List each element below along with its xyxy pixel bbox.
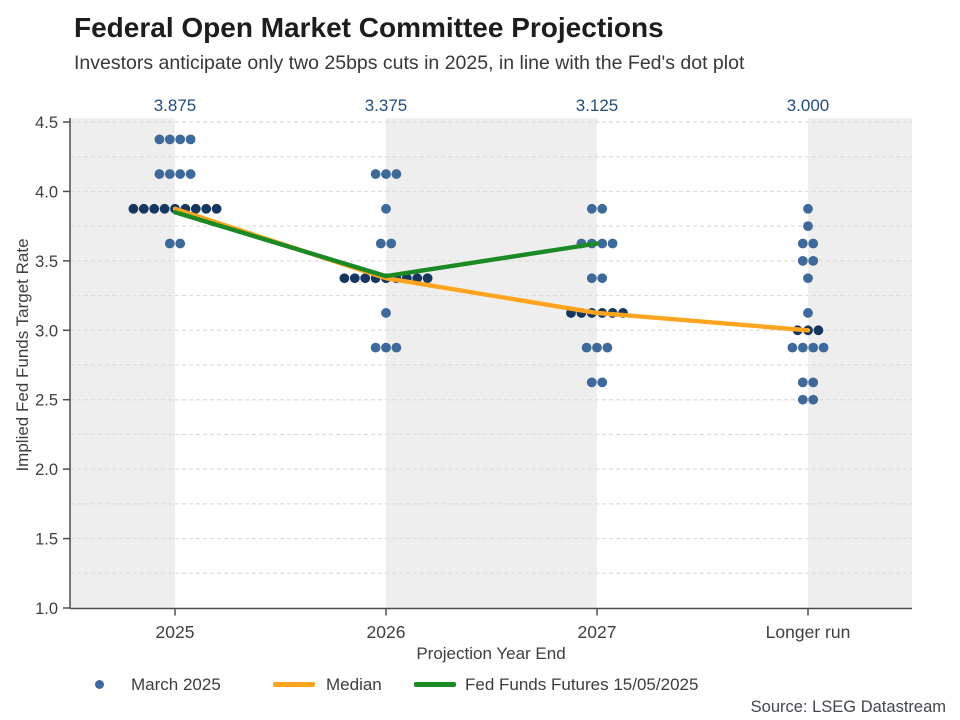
legend-dot-marker-icon xyxy=(95,680,104,689)
projection-dot xyxy=(381,308,391,318)
projection-dot xyxy=(154,169,165,179)
projection-dot xyxy=(597,238,608,249)
projection-dot xyxy=(797,342,808,353)
projection-dot xyxy=(597,273,608,284)
y-tick-label: 1.5 xyxy=(35,531,58,549)
projection-dot xyxy=(803,221,813,232)
projection-dot xyxy=(391,169,402,179)
projection-dot-median xyxy=(190,203,201,214)
projection-dot xyxy=(381,169,391,179)
projection-dot xyxy=(803,308,813,318)
projection-dot xyxy=(808,342,819,353)
projection-dot xyxy=(797,238,808,249)
top-median-label: 3.875 xyxy=(154,96,197,115)
projection-dot xyxy=(154,134,165,145)
top-median-label: 3.000 xyxy=(787,96,830,115)
projection-dot xyxy=(175,134,186,145)
projection-dot xyxy=(586,203,597,214)
projection-dot xyxy=(602,342,613,353)
projection-dot-median xyxy=(349,273,360,284)
projection-dot xyxy=(808,255,819,266)
y-tick-label: 1.0 xyxy=(35,600,58,618)
source-note: Source: LSEG Datastream xyxy=(750,698,946,716)
x-tick-label: 2025 xyxy=(156,622,195,642)
futures-line xyxy=(172,210,600,279)
projection-dot xyxy=(185,169,196,179)
legend-median-line-icon xyxy=(273,682,315,687)
projection-dot xyxy=(164,169,175,179)
projection-dot xyxy=(586,377,597,388)
x-tick-label: 2026 xyxy=(367,622,406,642)
legend-label-median: Median xyxy=(326,675,382,694)
x-axis-title: Projection Year End xyxy=(416,644,566,663)
y-tick-label: 3.0 xyxy=(35,322,58,340)
y-tick-label: 2.5 xyxy=(35,392,58,410)
projection-dot xyxy=(797,394,808,405)
y-axis-title: Implied Fed Funds Target Rate xyxy=(13,238,32,472)
projection-dot xyxy=(797,255,808,266)
projection-dot xyxy=(185,134,196,145)
category-band xyxy=(70,118,175,609)
top-median-label: 3.375 xyxy=(365,96,408,115)
projection-dot-median xyxy=(360,273,371,284)
projection-dot-median xyxy=(149,203,160,214)
projection-dot xyxy=(607,238,618,249)
projection-dot xyxy=(370,342,381,353)
projection-dot-median xyxy=(813,325,824,336)
x-tick-label: Longer run xyxy=(766,622,851,642)
projection-dot xyxy=(818,342,829,353)
top-median-label: 3.125 xyxy=(576,96,619,115)
category-band xyxy=(808,118,912,609)
legend-label-futures: Fed Funds Futures 15/05/2025 xyxy=(465,675,699,694)
projection-dot xyxy=(787,342,798,353)
projection-dot xyxy=(581,342,592,353)
projection-dot-median xyxy=(339,273,350,284)
projection-dot-median xyxy=(201,203,212,214)
projection-dot xyxy=(797,377,808,388)
y-tick-label: 3.5 xyxy=(35,253,58,271)
projection-dot xyxy=(803,203,813,214)
projection-dot xyxy=(808,377,819,388)
projection-dot-median xyxy=(211,203,222,214)
projection-dot xyxy=(597,377,608,388)
y-tick-label: 4.0 xyxy=(35,183,58,201)
projection-dot-median xyxy=(138,203,149,214)
category-band xyxy=(386,118,597,609)
projection-dot xyxy=(808,394,819,405)
projection-dot xyxy=(375,238,386,249)
projection-dot xyxy=(175,238,186,249)
projection-dot xyxy=(370,169,381,179)
projection-dot xyxy=(386,238,397,249)
chart-subtitle: Investors anticipate only two 25bps cuts… xyxy=(74,52,745,74)
projection-dot xyxy=(808,238,819,249)
projection-dot xyxy=(586,273,597,284)
y-tick-label: 4.5 xyxy=(35,114,58,132)
projection-dot-median xyxy=(128,203,139,214)
projection-dot xyxy=(381,342,391,353)
projection-dot-median xyxy=(412,273,423,284)
projection-dot xyxy=(164,238,175,249)
x-tick-label: 2027 xyxy=(578,622,617,642)
projection-dot xyxy=(164,134,175,145)
y-tick-label: 2.0 xyxy=(35,461,58,479)
projection-dot xyxy=(592,342,602,353)
projection-dot xyxy=(381,203,391,214)
legend-label-march-2025: March 2025 xyxy=(131,675,221,694)
projection-dot xyxy=(803,273,813,284)
projection-dot-median xyxy=(422,273,433,284)
projection-dot xyxy=(391,342,402,353)
projection-dot xyxy=(597,203,608,214)
projection-dot-median xyxy=(159,203,170,214)
projection-dot xyxy=(175,169,186,179)
chart-title: Federal Open Market Committee Projection… xyxy=(74,12,664,43)
legend-futures-line-icon xyxy=(414,682,456,687)
